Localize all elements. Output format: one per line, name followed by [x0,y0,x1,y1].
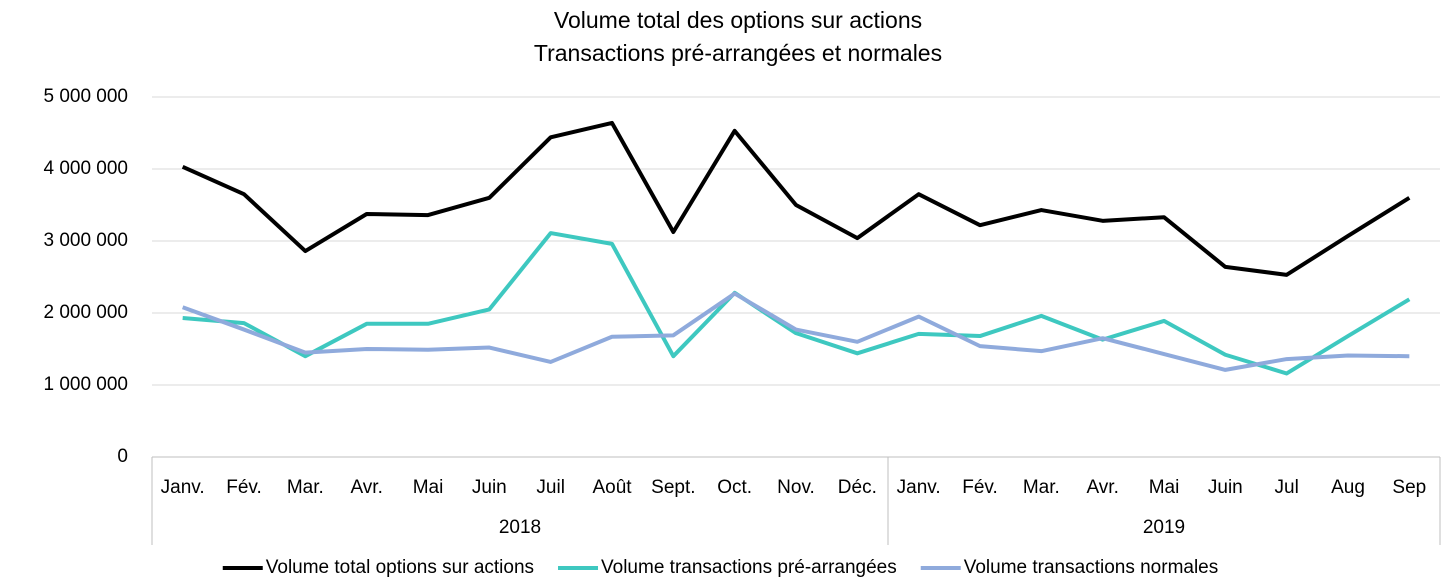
x-tick-label: Janv. [897,477,941,498]
x-tick-label: Fév. [962,477,998,498]
x-tick-label: Mar. [287,477,324,498]
series-line [181,291,1410,372]
series-line [181,120,1411,277]
x-tick-label: Mai [413,477,444,498]
x-tick-label: Juin [472,477,507,498]
y-tick-label: 0 [117,446,128,467]
y-tick-label: 3 000 000 [43,230,128,251]
x-tick-label: Avr. [350,477,382,498]
x-tick-label: Août [592,477,632,498]
chart-title: Volume total des options sur actions [554,7,922,33]
y-tick-label: 1 000 000 [43,374,128,395]
y-tick-label: 2 000 000 [43,302,128,323]
series-line [182,231,1411,376]
x-tick-label: Oct. [717,477,752,498]
x-tick-label: Juil [536,477,565,498]
x-tick-label: Nov. [777,477,815,498]
chart-subtitle: Transactions pré-arrangées et normales [534,40,942,66]
x-tick-label: Sept. [651,477,695,498]
x-tick-label: Fév. [226,477,262,498]
x-tick-label: Jul [1275,477,1299,498]
x-tick-label: Aug [1331,477,1365,498]
legend-label: Volume transactions normales [964,557,1219,578]
y-tick-label: 5 000 000 [43,86,128,107]
x-tick-label: Janv. [161,477,205,498]
x-tick-label: Sep [1392,477,1426,498]
y-tick-label: 4 000 000 [43,158,128,179]
x-tick-label: Mai [1149,477,1180,498]
legend-label: Volume total options sur actions [266,557,534,578]
x-group-label: 2018 [499,517,541,538]
x-tick-label: Avr. [1086,477,1118,498]
legend-label: Volume transactions pré-arrangées [601,557,897,578]
x-tick-label: Juin [1208,477,1243,498]
x-tick-label: Déc. [838,477,877,498]
x-group-label: 2019 [1143,517,1185,538]
x-tick-label: Mar. [1023,477,1060,498]
